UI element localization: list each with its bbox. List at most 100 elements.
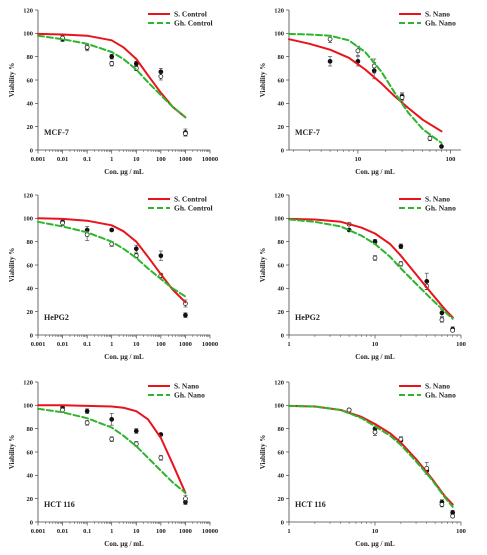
data-point-group <box>439 317 445 323</box>
legend-label: S. Control <box>174 195 207 204</box>
y-tick-label: 20 <box>278 496 285 503</box>
data-point-group <box>450 513 456 519</box>
open-data-point <box>372 429 378 435</box>
data-point-group <box>439 501 445 508</box>
y-tick-label: 100 <box>23 403 33 410</box>
chart-panel-5: 0 20 40 60 80 100 120 0.001 0.01 0.1 1 10 100 1000 100… <box>8 379 218 548</box>
y-tick-label: 80 <box>27 54 34 61</box>
x-tick-label: 0.001 <box>31 156 46 163</box>
data-point-group <box>427 135 433 141</box>
cell-line-label: MCF-7 <box>295 128 320 137</box>
legend-label: Gh. Nano <box>425 204 456 213</box>
x-tick-label: 10 <box>372 528 379 535</box>
y-axis-title: Viability % <box>259 248 267 283</box>
data-point-group <box>133 244 139 253</box>
x-tick-label: 0.1 <box>83 341 91 348</box>
x-tick-label: 100 <box>156 341 166 348</box>
y-tick-label: 60 <box>27 77 34 84</box>
series-line-2 <box>37 34 187 119</box>
data-point-group <box>84 408 90 414</box>
open-data-point <box>450 513 456 519</box>
data-point-group <box>439 144 444 149</box>
legend-label: Gh. Control <box>174 204 213 213</box>
y-tick-label: 20 <box>278 124 285 131</box>
filled-data-point <box>439 144 444 149</box>
x-tick-label: 0.1 <box>83 528 91 535</box>
x-tick-label: 1 <box>110 341 113 348</box>
y-tick-label: 40 <box>27 286 34 293</box>
data-point-group <box>183 131 188 137</box>
open-data-point <box>398 436 404 442</box>
cell-line-label: MCF-7 <box>44 128 69 137</box>
data-point-group <box>109 413 115 426</box>
x-tick-label: 100 <box>456 528 466 535</box>
y-tick-label: 60 <box>278 77 285 84</box>
series-line-2 <box>288 404 454 508</box>
x-tick-label: 10000 <box>202 528 218 535</box>
x-axis-title: Con. µg / mL <box>104 353 144 361</box>
x-tick-label: 0.01 <box>57 341 68 348</box>
filled-data-point <box>84 408 90 414</box>
y-axis-title: Viability % <box>259 435 267 470</box>
series-line-1 <box>288 217 454 319</box>
data-point-group <box>372 428 378 436</box>
x-tick-label: 1 <box>110 156 113 163</box>
data-point-group <box>355 56 361 67</box>
y-tick-label: 20 <box>27 124 34 131</box>
open-data-point <box>158 455 164 461</box>
series-line-1 <box>37 404 187 494</box>
filled-data-point <box>109 54 115 60</box>
y-tick-label: 80 <box>278 239 285 246</box>
y-tick-label: 80 <box>27 426 34 433</box>
open-data-point <box>355 48 361 54</box>
legend-label: Gh. Control <box>174 19 213 28</box>
data-point-group <box>109 61 115 67</box>
legend-label: Gh. Nano <box>174 391 205 400</box>
data-point-group <box>398 261 404 267</box>
legend-label: S. Nano <box>425 10 450 19</box>
x-tick-label: 10 <box>133 156 140 163</box>
series-line-1 <box>288 404 454 506</box>
x-tick-label: 100 <box>156 156 166 163</box>
open-data-point <box>84 44 90 50</box>
open-data-point <box>183 496 188 502</box>
data-point-group <box>84 420 90 426</box>
y-tick-label: 120 <box>23 192 33 199</box>
x-tick-label: 1000 <box>179 528 192 535</box>
open-data-point <box>109 61 115 67</box>
filled-data-point <box>133 428 139 434</box>
data-point-group <box>372 255 378 261</box>
y-axis-title: Viability % <box>8 435 16 470</box>
y-tick-label: 120 <box>274 7 284 14</box>
y-tick-label: 20 <box>27 496 34 503</box>
y-tick-label: 120 <box>23 7 33 14</box>
legend-label: Gh. Nano <box>425 19 456 28</box>
data-point-group <box>84 44 90 50</box>
filled-data-point <box>109 227 115 233</box>
open-data-point <box>399 95 405 100</box>
series-line-2 <box>37 407 187 494</box>
filled-data-point <box>133 246 139 252</box>
data-point-group <box>327 56 333 67</box>
y-tick-label: 20 <box>278 309 285 316</box>
legend-label: Gh. Nano <box>425 391 456 400</box>
filled-data-point <box>398 243 404 249</box>
x-tick-label: 100 <box>156 528 166 535</box>
data-point-group <box>158 250 164 261</box>
data-point-group <box>60 220 65 226</box>
y-tick-label: 0 <box>281 519 284 526</box>
data-point-group <box>450 327 456 333</box>
x-tick-label: 1000 <box>179 341 192 348</box>
y-tick-label: 40 <box>27 101 34 108</box>
open-data-point <box>439 502 445 507</box>
x-tick-label: 0.01 <box>57 156 68 163</box>
series-line-1 <box>37 217 187 304</box>
y-tick-label: 40 <box>278 101 285 108</box>
